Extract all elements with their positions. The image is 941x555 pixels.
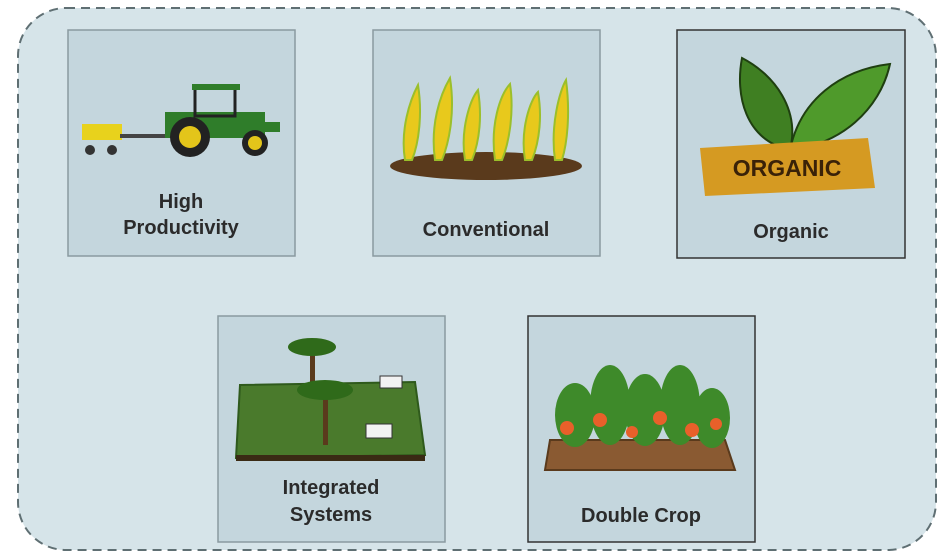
tile-label: Productivity [123, 217, 239, 239]
tile-integrated-systems: Integrated Systems [218, 316, 445, 542]
tile-label: Organic [753, 221, 829, 243]
tile-label: Systems [290, 504, 372, 526]
sign-text: ORGANIC [733, 155, 842, 181]
tile-organic: ORGANIC Organic [677, 30, 905, 258]
tile-label: Integrated [283, 477, 380, 499]
tile-conventional: Conventional [373, 30, 600, 256]
tile-label: Conventional [423, 219, 550, 241]
tile-label: High [159, 191, 203, 213]
tile-double-crop: Double Crop [528, 316, 755, 542]
diagram: High Productivity Conventional ORGANIC [0, 0, 941, 555]
tile-label: Double Crop [581, 505, 701, 527]
tile-high-productivity: High Productivity [68, 30, 295, 256]
